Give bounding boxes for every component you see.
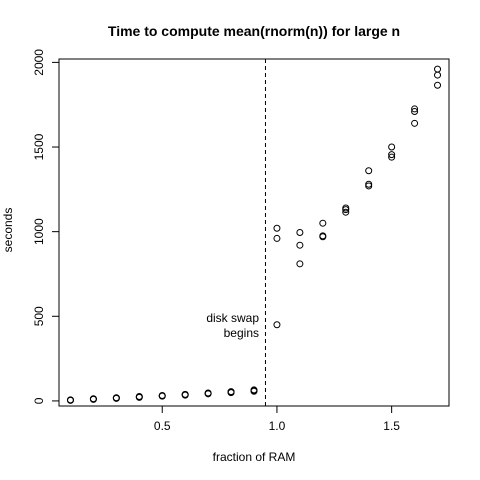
data-point [296, 241, 304, 249]
data-point [66, 396, 74, 404]
data-point [273, 224, 281, 232]
data-point [411, 119, 419, 127]
x-tick-label: 1.5 [383, 419, 400, 433]
data-points [66, 65, 442, 404]
data-point [227, 388, 235, 396]
x-tick-label: 0.5 [154, 419, 171, 433]
data-point [434, 65, 442, 73]
data-point [273, 234, 281, 242]
x-tick-label: 1.0 [269, 419, 286, 433]
data-point [296, 260, 304, 268]
plot-frame [58, 58, 450, 407]
axes: 0.5 1.0 1.5 0 500 1000 1500 2000 [32, 49, 450, 433]
chart-title: Time to compute mean(rnorm(n)) for large… [108, 23, 400, 39]
x-axis-label: fraction of RAM [213, 450, 296, 464]
data-point [365, 180, 373, 188]
data-point [158, 392, 166, 400]
data-point [296, 229, 304, 236]
data-point [411, 105, 419, 113]
data-point [434, 81, 442, 89]
data-point [89, 395, 97, 403]
data-point [204, 389, 212, 397]
data-point [135, 393, 143, 401]
data-point [112, 394, 120, 402]
y-axis-label: seconds [1, 208, 15, 253]
annotation-line-2: begins [224, 326, 259, 340]
data-point [411, 107, 419, 115]
y-tick-label: 2000 [32, 49, 46, 76]
data-point [273, 321, 281, 329]
data-point [181, 390, 189, 398]
data-point [342, 208, 350, 216]
y-tick-label: 1000 [32, 218, 46, 245]
data-point [388, 143, 396, 151]
data-point [342, 204, 350, 212]
data-point [365, 167, 373, 175]
y-tick-label: 0 [32, 397, 46, 404]
y-tick-label: 500 [32, 306, 46, 326]
y-tick-label: 1500 [32, 133, 46, 160]
data-point [388, 153, 396, 161]
data-point [319, 232, 327, 240]
annotation-line-1: disk swap [206, 311, 259, 325]
data-point [319, 219, 327, 227]
data-point [388, 151, 396, 159]
data-point [250, 386, 258, 394]
